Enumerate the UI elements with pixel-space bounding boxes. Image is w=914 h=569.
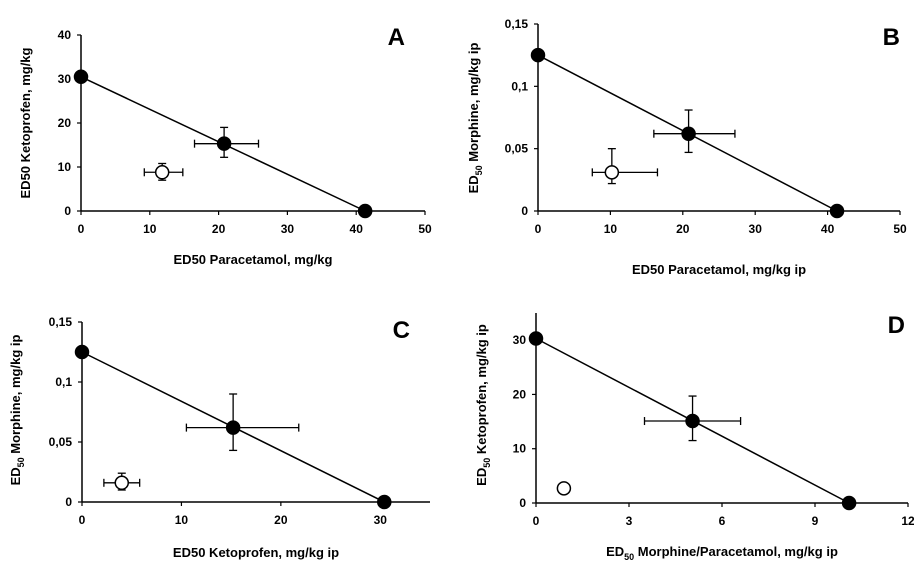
x-tick-label: 20 [274,513,288,527]
data-marks: 0 10 20 30 0 0,05 0,1 0,15 [49,315,392,527]
y-tick-label: 30 [513,333,527,347]
y-tick-label: 40 [58,28,72,42]
y-axis-label-rest: Ketoprofen, mg/kg ip [474,324,489,458]
panel-label: A [388,24,405,51]
x-axis-label-rest: Morphine/Paracetamol, mg/kg ip [634,544,838,559]
x-tick-label: 12 [901,514,914,528]
y-tick-label: 10 [58,160,72,174]
x-tick-label: 6 [719,514,726,528]
x-tick-label: 30 [749,222,763,236]
filled-data-point [225,420,241,435]
filled-data-point [377,494,392,510]
filled-data-point [357,203,373,219]
panel-a: 0 10 20 30 40 50 0 10 20 30 40 A ED50 Paracetamol,… [18,24,432,267]
x-axis-label: ED50 Ketoprofen, mg/kg ip [173,545,339,560]
panel-b: 0 10 20 30 40 50 0 0,05 0,1 0,15 B ED50 Paracetam… [466,17,907,277]
x-tick-label: 0 [79,513,86,527]
x-tick-label: 0 [533,514,540,528]
open-data-point [154,165,170,180]
y-axis-label-rest: Morphine, mg/kg ip [8,335,23,458]
panel-label: C [393,317,410,344]
y-tick-label: 0 [64,204,71,218]
x-tick-label: 50 [418,222,432,236]
data-marks: 0 3 6 9 12 0 10 20 30 [513,331,914,528]
y-tick-label: 0 [521,204,528,218]
y-axis-label-main: ED [474,468,489,486]
panel-label: B [883,24,900,51]
x-tick-label: 40 [821,222,835,236]
x-tick-label: 40 [350,222,364,236]
x-tick-label: 20 [676,222,690,236]
y-axis-label: ED50 Ketoprofen, mg/kg ip [474,324,492,486]
y-axis-label-main: ED [8,467,23,485]
y-tick-label: 20 [58,116,72,130]
filled-data-point [73,69,89,85]
x-axis-label: ED50 Paracetamol, mg/kg ip [632,262,806,277]
y-tick-label: 30 [58,72,72,86]
open-data-point [604,165,620,180]
x-axis-label: ED50 Paracetamol, mg/kg [174,252,333,267]
y-axis-label-rest: Morphine, mg/kg ip [466,43,481,166]
x-tick-label: 10 [143,222,157,236]
x-axis-label: ED50 Morphine/Paracetamol, mg/kg ip [606,544,838,562]
y-tick-label: 0,1 [55,375,72,389]
y-axis-label-main: ED [466,175,481,193]
x-tick-label: 50 [893,222,907,236]
y-tick-label: 0,15 [505,17,529,31]
y-axis-label: ED50 Ketoprofen, mg/kg [18,47,33,198]
filled-data-point [74,344,90,360]
y-tick-label: 0,15 [49,315,73,329]
x-tick-label: 20 [212,222,226,236]
filled-data-point [685,413,700,429]
filled-data-point [841,495,857,511]
y-axis-label: ED50 Morphine, mg/kg ip [466,43,484,194]
x-tick-label: 10 [604,222,618,236]
y-tick-label: 0,1 [511,79,528,93]
x-tick-label: 30 [281,222,295,236]
y-tick-label: 0 [65,495,72,509]
data-marks: 0 10 20 30 40 50 0 0,05 0,1 0,15 [505,17,907,236]
open-data-point [556,481,572,496]
open-data-point [114,475,130,491]
x-tick-label: 3 [626,514,633,528]
x-tick-label: 30 [374,513,388,527]
x-axis-label-main: ED [606,544,624,559]
filled-data-point [829,203,845,219]
filled-data-point [216,136,232,151]
y-tick-label: 20 [513,387,527,401]
panel-c: 0 10 20 30 0 0,05 0,1 0,15 C ED50 Ketoprofen, m… [8,315,430,560]
x-tick-label: 0 [535,222,542,236]
x-axis-label-subscript: 50 [624,552,634,562]
y-axis-label-subscript: 50 [482,458,492,468]
x-tick-label: 10 [175,513,189,527]
y-tick-label: 0 [519,496,526,510]
y-tick-label: 0,05 [505,142,529,156]
filled-data-point [528,331,544,346]
y-axis-label-subscript: 50 [16,457,26,467]
x-tick-label: 9 [812,514,819,528]
filled-data-point [530,47,546,63]
y-axis-label-subscript: 50 [474,165,484,175]
y-axis-label: ED50 Morphine, mg/kg ip [8,335,26,486]
data-marks: 0 10 20 30 40 50 0 10 20 30 40 [58,28,432,236]
filled-data-point [681,126,696,141]
y-tick-label: 0,05 [49,435,73,449]
y-tick-label: 10 [513,442,527,456]
x-tick-label: 0 [78,222,85,236]
panel-label: D [888,312,905,339]
